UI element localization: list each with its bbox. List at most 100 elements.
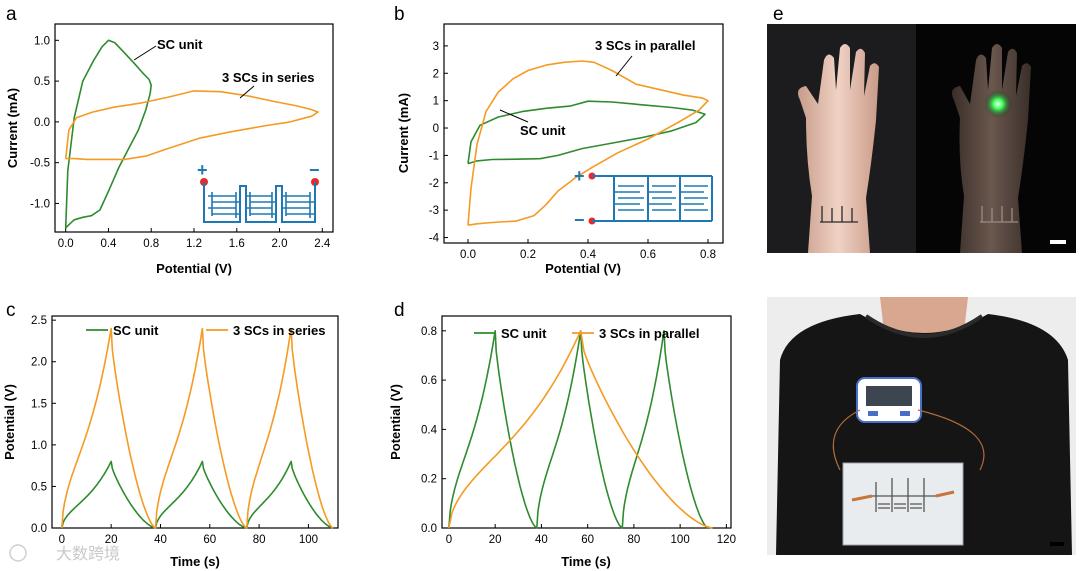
x-axis-title: Potential (V): [156, 261, 232, 276]
watermark-icon: [9, 544, 27, 562]
x-tick-label: 2.4: [314, 238, 331, 250]
photo-f-copper-leads: [851, 490, 955, 502]
series-line-3-scs-in-parallel: [467, 60, 709, 226]
photo-e-wrist-device-left: [820, 206, 858, 223]
x-tick-label: 0.0: [58, 238, 74, 250]
plot-frame: [441, 315, 732, 529]
photo-f-neck: [880, 297, 968, 342]
interdigitated-electrodes: [614, 185, 708, 211]
x-tick-label: 60: [203, 534, 216, 546]
y-tick-label: -4: [429, 233, 440, 245]
series-line-sc-unit: [61, 460, 334, 529]
y-tick-label: 0.0: [34, 117, 50, 129]
x-tick-label: 0.4: [580, 249, 597, 261]
photo-f-wire: [832, 409, 985, 471]
y-ticks: -4 -3 -2 -1 0 1 2 3: [429, 41, 448, 245]
x-tick-label: 20: [489, 534, 502, 546]
y-tick-label: 0.6: [421, 375, 437, 387]
series-line-3-scs-in-series: [64, 90, 319, 161]
series-circuit-diagram: + −: [197, 160, 320, 223]
plot-frame: [51, 315, 339, 529]
x-ticks: 0.0 0.4 0.8 1.2 1.6 2.0 2.4: [58, 228, 331, 250]
panel-letter-a: a: [6, 4, 17, 25]
annotation-series: 3 SCs in series: [222, 70, 315, 85]
y-tick-label: 2.0: [31, 357, 47, 369]
x-tick-label: 120: [717, 534, 736, 546]
x-tick-label: 60: [581, 534, 594, 546]
chart-b: 0.0 0.2 0.4 0.6 0.8 -4 -3 -2 -1 0 1 2 3 Potential (…: [396, 23, 724, 276]
parallel-circuit-diagram: + −: [574, 166, 713, 230]
x-axis-title: Potential (V): [545, 261, 621, 276]
circuit-minus-sign: −: [574, 210, 585, 230]
plot-area: [467, 60, 709, 226]
timer-display: [866, 386, 912, 406]
photo-f-device: [872, 478, 936, 512]
x-tick-label: 0.8: [143, 238, 159, 250]
y-tick-label: -2: [429, 178, 439, 190]
legend: SC unit 3 SCs in parallel: [474, 326, 699, 341]
photo-e-led-glow: [984, 90, 1012, 118]
x-tick-label: 1.2: [186, 238, 202, 250]
chart-d: 0 20 40 60 80 100 120 0.0 0.2 0.4 0.6 0.8 Time (s)…: [388, 315, 736, 569]
x-tick-label: 0.0: [460, 249, 476, 261]
x-axis-title: Time (s): [561, 554, 611, 569]
y-tick-label: 0.0: [421, 523, 437, 535]
y-tick-label: -0.5: [30, 158, 50, 170]
photo-f-scale-bar: [1050, 542, 1064, 546]
y-tick-label: 2.5: [31, 315, 47, 327]
annotation-parallel: 3 SCs in parallel: [595, 38, 695, 53]
annotation-arrow-series: [239, 85, 255, 99]
x-tick-label: 0: [446, 534, 452, 546]
x-ticks: 0.0 0.2 0.4 0.6 0.8: [460, 239, 716, 261]
y-tick-label: 0.8: [421, 326, 437, 338]
y-tick-label: -1: [429, 150, 439, 162]
photo-e-hands: [767, 24, 1076, 253]
y-axis-title: Current (mA): [396, 93, 411, 173]
legend-label-sc-unit: SC unit: [501, 326, 547, 341]
legend-label-series: 3 SCs in series: [233, 323, 326, 338]
y-tick-label: 0: [433, 123, 439, 135]
circuit-plus-sign: +: [197, 160, 208, 180]
series-line-3-scs-in-series: [61, 327, 334, 529]
y-tick-label: 0.5: [34, 76, 50, 88]
y-tick-label: 1.0: [31, 440, 47, 452]
x-tick-label: 0.8: [700, 249, 716, 261]
legend-label-parallel: 3 SCs in parallel: [599, 326, 699, 341]
series-line-sc-unit: [448, 329, 709, 529]
annotation-sc-unit: SC unit: [520, 123, 566, 138]
chart-a: 0.0 0.4 0.8 1.2 1.6 2.0 2.4 -1.0-0.50.00.51.0 …: [5, 23, 334, 276]
plot-area: [61, 327, 334, 529]
y-axis-title: Potential (V): [388, 384, 403, 460]
x-tick-label: 0: [59, 534, 65, 546]
y-axis-title: Potential (V): [2, 384, 17, 460]
x-tick-label: 40: [154, 534, 167, 546]
photo-f-collar: [864, 314, 984, 338]
x-ticks: 0 20 40 60 80 100 120: [446, 524, 736, 546]
y-axis-title: Current (mA): [5, 88, 20, 168]
panel-letter-b: b: [394, 4, 405, 25]
series-line-sc-unit: [467, 100, 706, 165]
y-tick-label: 3: [433, 41, 439, 53]
photo-f-shirt: [767, 297, 1076, 555]
annotation-arrow-sc-unit: [499, 109, 529, 123]
annotation-arrow-sc-unit: [133, 45, 157, 61]
y-ticks: 0.0 0.5 1.0 1.5 2.0 2.5: [31, 315, 56, 535]
plot-area: [448, 329, 713, 529]
legend-label-sc-unit: SC unit: [113, 323, 159, 338]
y-tick-label: -3: [429, 205, 439, 217]
watermark: 大数跨境: [9, 544, 120, 563]
x-tick-label: 100: [299, 534, 318, 546]
timer-button-right: [900, 411, 910, 416]
annotation-arrow-parallel: [615, 55, 633, 77]
legend: SC unit 3 SCs in series: [86, 323, 326, 338]
y-ticks: 0.0 0.2 0.4 0.6 0.8: [421, 326, 446, 535]
y-tick-label: 1: [433, 96, 439, 108]
y-tick-label: 0.0: [31, 523, 47, 535]
circuit-wiring: [203, 182, 316, 223]
x-tick-label: 40: [535, 534, 548, 546]
x-tick-label: 0.4: [100, 238, 117, 250]
chart-c: 0 20 40 60 80 100 0.0 0.5 1.0 1.5 2.0 2.5 Time (s)…: [2, 315, 339, 569]
photo-e-wrist-device-right: [980, 206, 1018, 223]
x-tick-label: 80: [627, 534, 640, 546]
x-tick-label: 20: [105, 534, 118, 546]
